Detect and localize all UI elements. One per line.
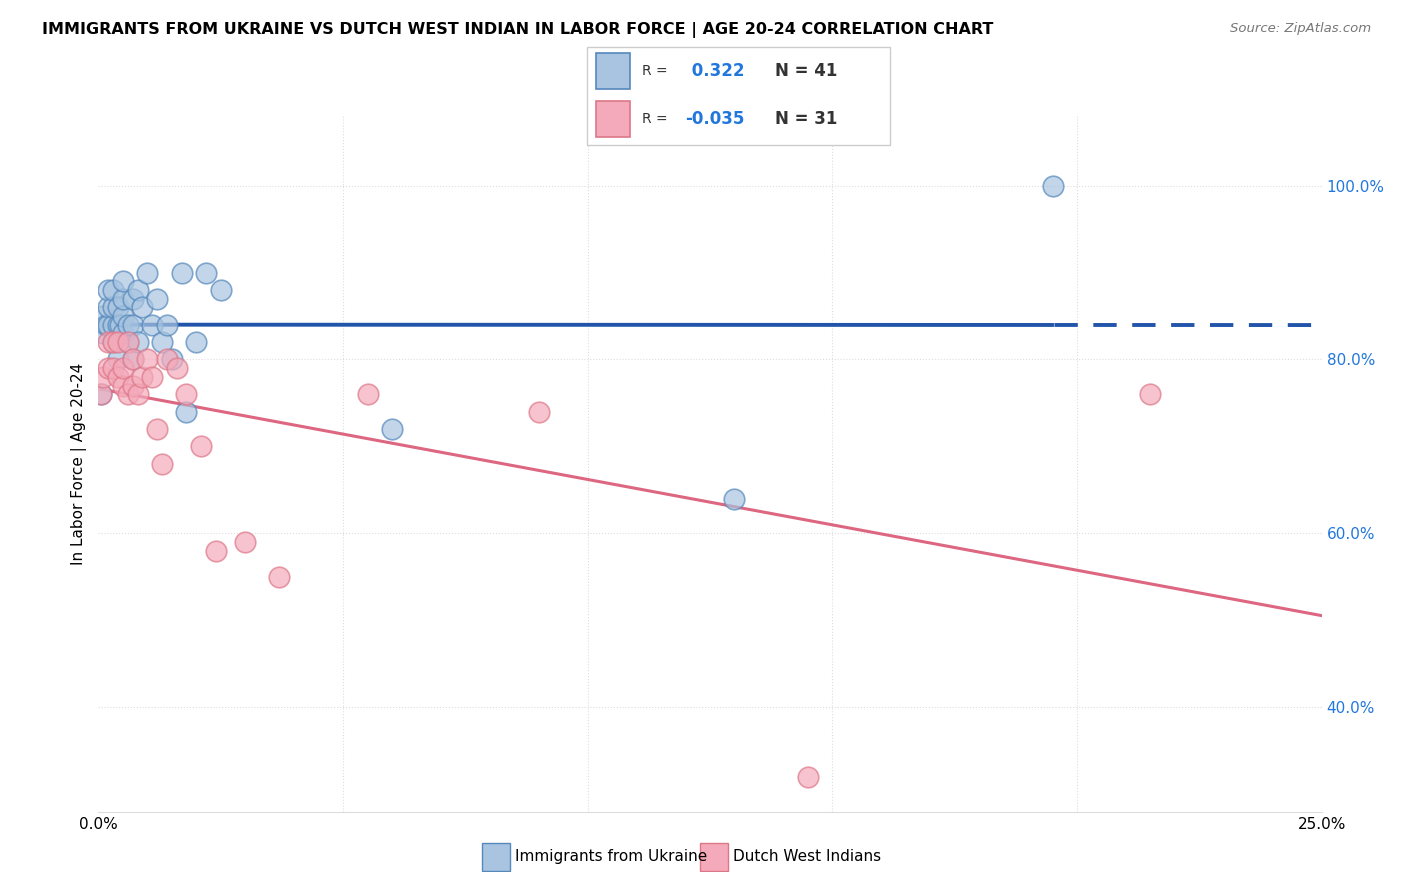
Text: -0.035: -0.035 — [686, 110, 745, 128]
Point — [205, 544, 228, 558]
Point — [723, 491, 745, 506]
Point — [166, 361, 188, 376]
Text: Immigrants from Ukraine: Immigrants from Ukraine — [515, 849, 707, 863]
Point — [121, 352, 143, 367]
Text: N = 31: N = 31 — [775, 110, 838, 128]
Point — [111, 309, 134, 323]
Point — [117, 318, 139, 332]
Point — [156, 318, 179, 332]
Point — [146, 422, 169, 436]
Text: Source: ZipAtlas.com: Source: ZipAtlas.com — [1230, 22, 1371, 36]
Point — [127, 387, 149, 401]
Point — [127, 283, 149, 297]
Point — [233, 535, 256, 549]
Text: R =: R = — [643, 63, 668, 78]
Text: N = 41: N = 41 — [775, 62, 838, 79]
Point — [195, 266, 218, 280]
Point — [121, 292, 143, 306]
Point — [90, 387, 112, 401]
Point — [176, 405, 198, 419]
Point — [121, 318, 143, 332]
Point — [117, 334, 139, 349]
Point — [186, 334, 208, 349]
Point — [101, 334, 124, 349]
Point — [141, 318, 163, 332]
Text: R =: R = — [643, 112, 668, 126]
FancyBboxPatch shape — [700, 843, 728, 871]
Point — [150, 334, 173, 349]
Y-axis label: In Labor Force | Age 20-24: In Labor Force | Age 20-24 — [72, 363, 87, 565]
Point — [176, 387, 198, 401]
Point — [381, 422, 404, 436]
Point — [97, 361, 120, 376]
FancyBboxPatch shape — [586, 46, 890, 145]
Point — [1042, 178, 1064, 193]
Point — [91, 369, 114, 384]
Point — [209, 283, 232, 297]
Point — [101, 283, 124, 297]
Point — [141, 369, 163, 384]
Point — [94, 318, 117, 332]
Point — [136, 352, 159, 367]
Point — [269, 570, 291, 584]
Point — [107, 318, 129, 332]
Point — [131, 300, 153, 315]
Point — [101, 318, 124, 332]
Point — [127, 334, 149, 349]
Point — [107, 300, 129, 315]
Point — [111, 326, 134, 341]
Point — [190, 440, 212, 454]
Point — [107, 334, 129, 349]
Point — [170, 266, 193, 280]
Point — [156, 352, 179, 367]
Point — [121, 378, 143, 392]
Point — [97, 318, 120, 332]
Point — [110, 318, 132, 332]
Text: Dutch West Indians: Dutch West Indians — [733, 849, 880, 863]
Point — [117, 334, 139, 349]
Point — [101, 361, 124, 376]
Point — [121, 352, 143, 367]
Point — [1139, 387, 1161, 401]
Point — [111, 274, 134, 288]
FancyBboxPatch shape — [482, 843, 510, 871]
FancyBboxPatch shape — [596, 101, 630, 137]
FancyBboxPatch shape — [596, 53, 630, 88]
Point — [101, 334, 124, 349]
Point — [111, 378, 134, 392]
Point — [91, 326, 114, 341]
Point — [150, 457, 173, 471]
Point — [90, 387, 112, 401]
Point — [797, 770, 820, 784]
Point — [97, 334, 120, 349]
Text: IMMIGRANTS FROM UKRAINE VS DUTCH WEST INDIAN IN LABOR FORCE | AGE 20-24 CORRELAT: IMMIGRANTS FROM UKRAINE VS DUTCH WEST IN… — [42, 22, 994, 38]
Point — [136, 266, 159, 280]
Point — [111, 292, 134, 306]
Point — [97, 283, 120, 297]
Point — [107, 369, 129, 384]
Point — [160, 352, 183, 367]
Point — [356, 387, 378, 401]
Point — [107, 352, 129, 367]
Point — [101, 300, 124, 315]
Point — [97, 300, 120, 315]
Text: 0.322: 0.322 — [686, 62, 744, 79]
Point — [527, 405, 550, 419]
Point — [111, 361, 134, 376]
Point — [91, 309, 114, 323]
Point — [117, 387, 139, 401]
Point — [146, 292, 169, 306]
Point — [131, 369, 153, 384]
